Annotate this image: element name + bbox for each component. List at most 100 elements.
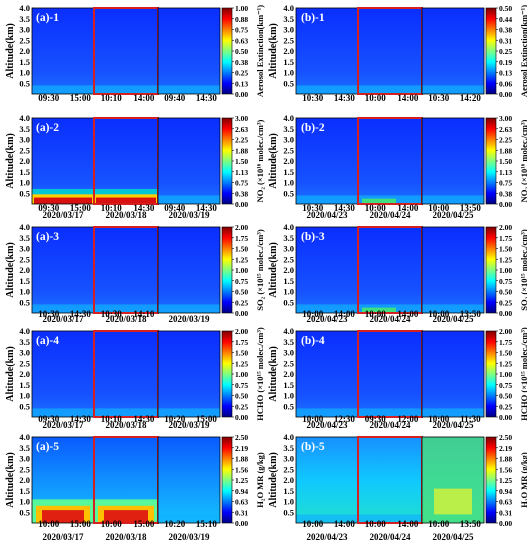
y-tick-label: 3.5 — [283, 337, 294, 347]
time-tick-label: 10:10 — [101, 203, 122, 213]
colorbar-tick-label: 1.25 — [235, 255, 248, 264]
colorbar-tick-label: 0.75 — [499, 381, 512, 390]
colorbar-tick-label: 0.00 — [499, 200, 512, 209]
time-tick-label: 14:10 — [133, 309, 154, 319]
y-tick-label: 0.5 — [283, 188, 294, 198]
y-tick-label: 4.0 — [283, 3, 294, 13]
date-label: 2020/03/18 — [105, 210, 147, 220]
date-label: 2020/03/18 — [105, 420, 147, 430]
colorbar-tick-label: 0.13 — [235, 79, 248, 88]
heatmap-features — [32, 188, 94, 204]
colorbar-tick-label: 0.38 — [499, 26, 512, 35]
colorbar-tick-label: 0.25 — [235, 298, 248, 307]
panel-frame — [157, 436, 221, 524]
heatmap-panel — [32, 8, 94, 94]
time-tick-label: 10:00 — [428, 203, 449, 213]
time-tick-label: 14:30 — [70, 309, 91, 319]
heatmap-panel — [296, 118, 358, 204]
colorbar-tick-label: 2.50 — [235, 433, 248, 442]
y-tick-label: 3.5 — [19, 14, 30, 24]
heatmap-panel — [296, 331, 358, 417]
colorbar-tick-label: 1.13 — [499, 168, 512, 177]
heatmap-panel — [358, 331, 422, 417]
colorbar-tick-label: 1.88 — [235, 146, 248, 155]
colorbar-tick-label: 0.50 — [235, 288, 248, 297]
heatmap-features — [94, 304, 158, 313]
time-tick-label: 09:30 — [38, 414, 59, 424]
colorbar-tick-label: 0.38 — [235, 58, 248, 67]
colorbar-tick-label: 2.00 — [499, 223, 512, 232]
colorbar — [221, 117, 233, 205]
colorbar — [485, 117, 497, 205]
colorbar-tick-label: 1.50 — [235, 157, 248, 166]
y-tick-label: 4.0 — [283, 222, 294, 232]
panel-label: (b)-5 — [301, 441, 325, 453]
y-tick-label: 4.0 — [19, 222, 30, 232]
panel-frame — [421, 436, 485, 524]
y-tick-label: 4.0 — [19, 3, 30, 13]
colorbar-tick-label: 1.88 — [499, 146, 512, 155]
heatmap-features — [358, 304, 422, 313]
y-tick-label: 1.5 — [19, 57, 30, 67]
y-axis-label: Altitude(km) — [268, 23, 279, 79]
colorbar-tick-label: 0.63 — [499, 498, 512, 507]
heatmap-features — [296, 408, 358, 417]
y-tick-label: 1.5 — [283, 486, 294, 496]
time-tick-label: 14:00 — [397, 309, 418, 319]
colorbar-tick-label: 0.75 — [235, 381, 248, 390]
y-tick-label: 3.5 — [19, 443, 30, 453]
y-tick-label: 2.0 — [283, 475, 294, 485]
colorbar-tick-label: 0.88 — [235, 15, 248, 24]
time-tick-label: 13:50 — [460, 519, 481, 529]
colorbar-label: H₂O MR (g/kg) — [519, 452, 527, 508]
colorbar-tick-label: 1.25 — [235, 476, 248, 485]
heatmap-features — [422, 437, 484, 523]
y-tick-label: 2.0 — [283, 46, 294, 56]
panel-label: (a)-5 — [36, 441, 59, 453]
y-tick-label: 1.5 — [283, 167, 294, 177]
heatmap-features — [422, 304, 484, 313]
y-tick-label: 4.0 — [283, 326, 294, 336]
colorbar-tick-label: 1.50 — [499, 245, 512, 254]
panel-label: (a)-3 — [36, 231, 59, 243]
y-tick-label: 2.5 — [283, 464, 294, 474]
date-label: 2020/03/17 — [42, 532, 84, 542]
time-tick-label: 10:00 — [428, 519, 449, 529]
y-tick-label: 2.5 — [283, 358, 294, 368]
time-tick-label: 14:00 — [334, 309, 355, 319]
time-tick-label: 15:00 — [133, 519, 154, 529]
heatmap-panel — [296, 437, 358, 523]
y-tick-label: 1.0 — [283, 178, 294, 188]
time-tick-label: 14:00 — [133, 93, 154, 103]
colorbar-tick-label: 0.19 — [499, 58, 512, 67]
colorbar-tick-label: 0.38 — [235, 189, 248, 198]
date-label: 2020/03/18 — [105, 532, 147, 542]
panel-label: (b)-4 — [301, 335, 325, 347]
time-tick-label: 09:40 — [164, 203, 185, 213]
y-tick-label: 2.0 — [19, 156, 30, 166]
colorbar-tick-label: 0.50 — [235, 392, 248, 401]
colorbar-tick-label: 2.19 — [235, 444, 248, 453]
y-tick-label: 4.0 — [19, 113, 30, 123]
y-tick-label: 2.0 — [283, 265, 294, 275]
y-tick-label: 2.5 — [283, 145, 294, 155]
y-tick-label: 1.5 — [19, 167, 30, 177]
colorbar-tick-label: 0.50 — [235, 47, 248, 56]
time-tick-label: 09:40 — [164, 93, 185, 103]
y-tick-label: 1.5 — [283, 380, 294, 390]
y-tick-label: 0.5 — [283, 78, 294, 88]
colorbar-tick-label: 0.25 — [499, 47, 512, 56]
y-tick-label: 0.5 — [283, 401, 294, 411]
y-tick-label: 3.0 — [19, 244, 30, 254]
colorbar-tick-label: 0.25 — [499, 298, 512, 307]
colorbar-tick-label: 0.25 — [499, 402, 512, 411]
time-tick-label: 14:30 — [196, 93, 217, 103]
heatmap-features — [358, 85, 422, 94]
y-axis-label: Altitude(km) — [268, 242, 279, 298]
y-tick-label: 2.5 — [283, 35, 294, 45]
heatmap-panel — [422, 8, 484, 94]
heatmap-panel — [296, 8, 358, 94]
date-label: 2020/04/25 — [432, 210, 474, 220]
heatmap-features — [158, 195, 220, 204]
